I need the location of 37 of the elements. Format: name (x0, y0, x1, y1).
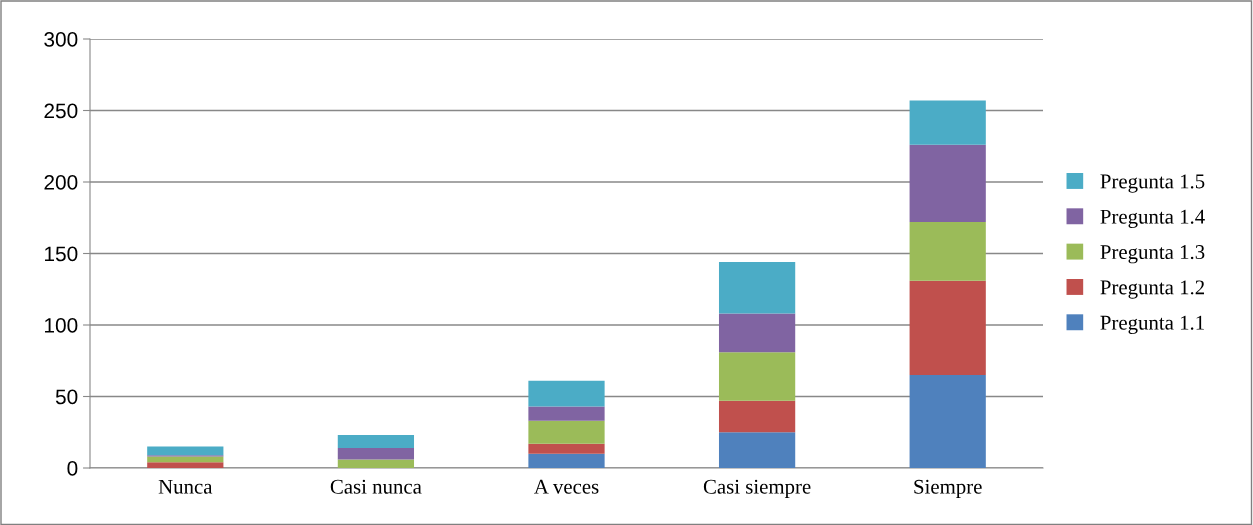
x-tick-label: Nunca (158, 479, 213, 494)
bar (147, 462, 224, 468)
y-tick-label: 50 (55, 389, 78, 405)
bar (718, 352, 796, 401)
y-tick-label: 0 (67, 461, 78, 476)
bar (718, 313, 796, 353)
bar (528, 380, 605, 407)
bar (528, 443, 605, 454)
bar (909, 100, 986, 145)
legend-label: Pregunta 1.5 (1100, 174, 1205, 193)
y-tick-label: 300 (44, 32, 78, 47)
bar (718, 400, 796, 433)
y-tick-label: 200 (44, 175, 78, 190)
bar (337, 447, 415, 460)
legend-label: Pregunta 1.3 (1100, 245, 1205, 264)
bar (528, 453, 605, 468)
bar (718, 432, 796, 468)
legend-label: Pregunta 1.1 (1100, 315, 1204, 335)
bar (909, 222, 986, 281)
bar (147, 446, 224, 456)
x-tick-label: A veces (534, 479, 599, 494)
y-tick-label: 100 (45, 318, 78, 333)
bar (909, 375, 986, 468)
y-tick-label: 150 (45, 246, 78, 262)
bar (337, 459, 415, 468)
x-tick-label: Siempre (914, 479, 982, 498)
bar (528, 420, 605, 444)
legend-label: Pregunta 1.2 (1100, 280, 1205, 299)
bar (909, 144, 986, 223)
bar (718, 262, 796, 314)
bar (337, 435, 415, 448)
bar (528, 406, 605, 421)
bar (909, 280, 986, 376)
x-tick-label: Casi nunca (330, 479, 422, 494)
legend-label: Pregunta 1.4 (1100, 209, 1205, 229)
y-tick-label: 250 (44, 103, 78, 119)
x-tick-label: Casi siempre (703, 479, 811, 498)
